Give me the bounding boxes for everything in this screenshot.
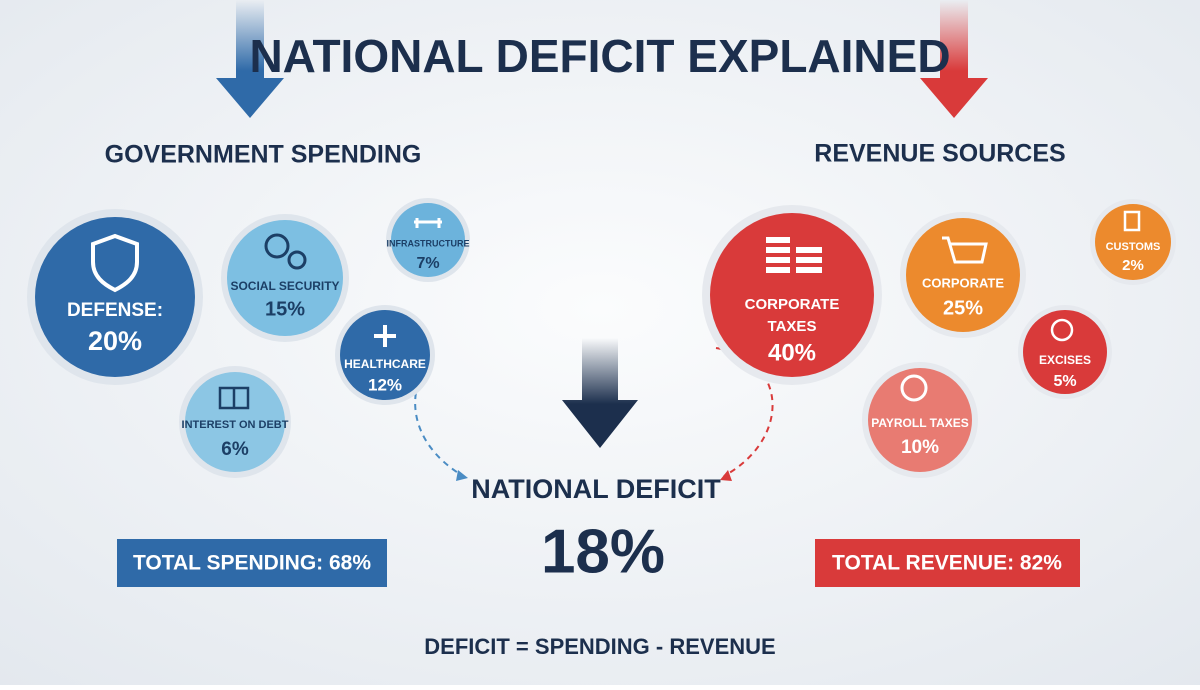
bubble-label: HEALTHCARE: [344, 357, 426, 371]
revenue-bubble: [710, 213, 874, 377]
deficit-arrow: [562, 338, 638, 448]
bubble-value: 5%: [1053, 373, 1076, 390]
spending-bubble: [227, 220, 343, 336]
revenue-bubble: [868, 368, 972, 472]
revenue-total-box: [815, 539, 1080, 587]
bubble-label: CORPORATE: [745, 296, 840, 313]
bubble-label: INFRASTRUCTURE: [387, 238, 470, 248]
pump-icon: [1123, 210, 1141, 232]
cart-icon: [942, 236, 988, 264]
spending-total: TOTAL SPENDING: 68%: [133, 552, 371, 575]
bubble-value: 7%: [416, 255, 439, 272]
revenue-heading: REVENUE SOURCES: [814, 140, 1065, 168]
deficit-value: 18%: [541, 517, 665, 586]
spending-bubble: [391, 203, 465, 277]
money-icon: [900, 374, 928, 402]
bubble-value: 12%: [368, 375, 402, 394]
deficit-label: NATIONAL DEFICIT: [471, 474, 721, 504]
bridge-icon: [414, 218, 442, 228]
spending-heading: GOVERNMENT SPENDING: [105, 141, 422, 169]
connector-head: [720, 470, 732, 481]
bubble-label: CUSTOMS: [1106, 241, 1161, 253]
revenue-total: TOTAL REVENUE: 82%: [832, 552, 1062, 575]
globe-icon: [1050, 318, 1074, 342]
spending-bubble: [340, 310, 430, 400]
title: NATIONAL DEFICIT EXPLAINED: [249, 30, 950, 82]
bubble-value: 6%: [221, 439, 249, 460]
book-icon: [218, 386, 250, 410]
bubble-label: TAXES: [768, 318, 817, 335]
bubble-label: PAYROLL TAXES: [871, 416, 969, 430]
cross-icon: [374, 325, 396, 347]
bubble-label: SOCIAL SECURITY: [230, 279, 339, 293]
spending-bubble: [185, 372, 285, 472]
bubble-value: 25%: [943, 297, 983, 319]
revenue-arrow: [920, 0, 988, 118]
bubble-value: 15%: [265, 298, 305, 320]
formula: DEFICIT = SPENDING - REVENUE: [424, 634, 775, 659]
spending-bubble: [35, 217, 195, 377]
bubble-value: 10%: [901, 437, 939, 458]
bubble-value: 20%: [88, 326, 142, 356]
bubble-label: INTEREST ON DEBT: [182, 419, 289, 431]
revenue-bubble: [906, 218, 1020, 332]
spending-arrow: [216, 0, 284, 118]
gear-icon: [264, 233, 290, 259]
gear-icon: [287, 250, 307, 270]
bubble-value: 40%: [768, 339, 816, 366]
coins-icon: [766, 237, 822, 273]
bubble-label: DEFENSE:: [67, 300, 163, 321]
shield-icon: [91, 233, 139, 293]
bubble-label: EXCISES: [1039, 353, 1091, 367]
bubble-label: CORPORATE: [922, 275, 1004, 290]
revenue-bubble: [1095, 204, 1171, 280]
connector-head: [456, 470, 468, 481]
revenue-bubble: [1023, 310, 1107, 394]
bubble-value: 2%: [1122, 257, 1144, 274]
spending-total-box: [117, 539, 387, 587]
